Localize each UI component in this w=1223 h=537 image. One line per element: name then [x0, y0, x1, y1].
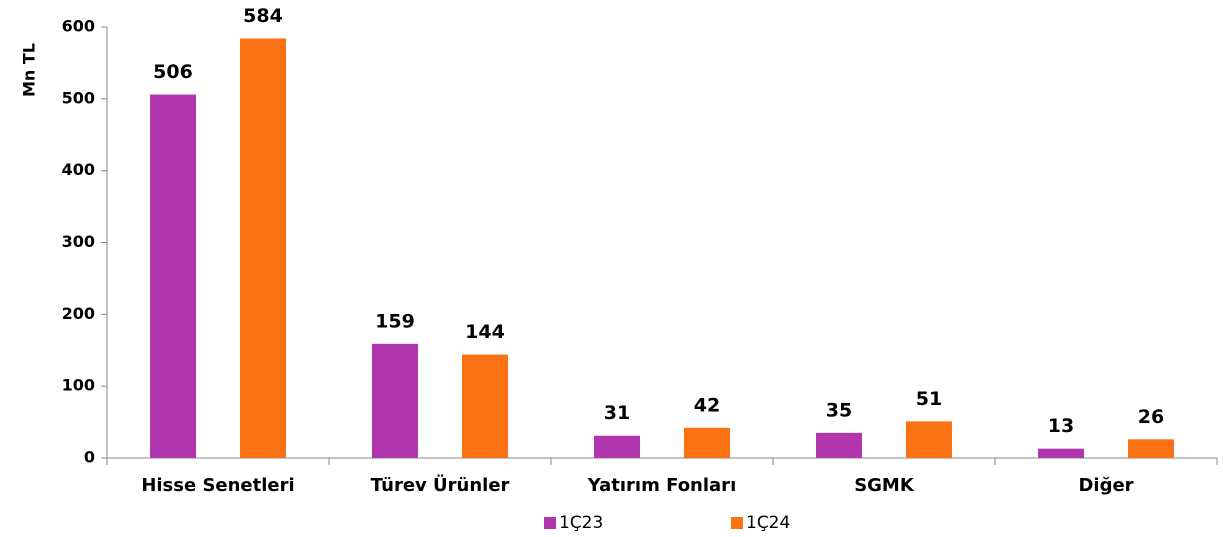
y-tick-label: 400 — [62, 160, 95, 179]
legend-swatch — [731, 517, 743, 529]
data-label: 35 — [826, 399, 852, 421]
x-tick-label: Yatırım Fonları — [587, 475, 736, 496]
legend-label: 1Ç24 — [746, 513, 790, 533]
y-tick-label: 600 — [62, 17, 95, 36]
data-label: 584 — [243, 5, 283, 27]
bar — [372, 343, 418, 458]
y-tick-label: 500 — [62, 88, 95, 107]
data-label: 31 — [604, 402, 630, 424]
bar — [462, 354, 508, 458]
bar — [684, 427, 730, 458]
data-label: 26 — [1138, 406, 1164, 428]
data-label: 13 — [1048, 415, 1074, 437]
legend-swatch — [544, 517, 556, 529]
x-tick-label: Hisse Senetleri — [141, 475, 294, 496]
data-label: 51 — [916, 388, 942, 410]
legend-label: 1Ç23 — [559, 513, 603, 533]
bar — [1038, 448, 1084, 458]
x-tick-label: SGMK — [854, 475, 915, 496]
y-tick-label: 100 — [62, 376, 95, 395]
y-tick-label: 200 — [62, 304, 95, 323]
x-tick-label: Türev Ürünler — [371, 474, 510, 496]
bar — [906, 421, 952, 458]
bar — [1128, 439, 1174, 458]
y-tick-label: 300 — [62, 232, 95, 251]
y-tick-label: 0 — [84, 448, 95, 467]
bar — [150, 94, 196, 459]
data-label: 42 — [694, 394, 720, 416]
x-tick-label: Diğer — [1078, 475, 1133, 496]
bar — [816, 432, 862, 458]
bar — [240, 38, 286, 458]
data-label: 144 — [465, 321, 505, 343]
y-axis-label: Mn TL — [20, 43, 39, 97]
data-label: 159 — [375, 310, 415, 332]
bar — [594, 435, 640, 458]
data-label: 506 — [153, 61, 193, 83]
